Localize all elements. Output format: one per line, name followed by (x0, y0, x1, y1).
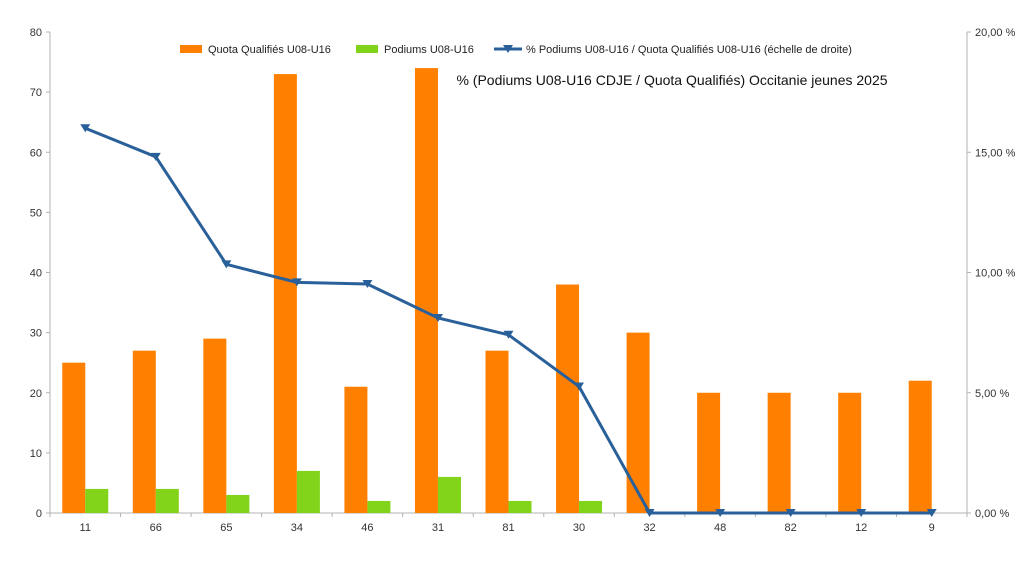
legend-label-quota: Quota Qualifiés U08-U16 (208, 44, 331, 56)
left-tick-label: 60 (30, 147, 42, 159)
x-tick-label: 11 (80, 522, 91, 534)
pct-line-point (432, 313, 443, 322)
podium-bar (296, 470, 320, 513)
bars (62, 68, 932, 514)
podium-bar (437, 476, 461, 513)
pct-line-point (785, 509, 796, 517)
right-tick-label: 0,00 % (975, 508, 1009, 520)
podium-bar (508, 500, 532, 513)
x-tick-label: 66 (150, 522, 162, 534)
pct-line-point (80, 124, 91, 133)
quota-bar (344, 386, 368, 513)
x-tick-label: 65 (220, 522, 232, 534)
legend-swatch-quota (180, 45, 202, 53)
quota-bar (626, 332, 650, 513)
quota-bar (132, 350, 156, 513)
legend-swatch-podiums (356, 45, 378, 53)
left-tick-label: 70 (30, 87, 42, 99)
quota-bar (203, 338, 227, 513)
x-tick-label: 32 (643, 522, 655, 534)
podium-bar (85, 488, 109, 513)
x-tick-label: 81 (502, 522, 514, 534)
x-tick-label: 9 (929, 522, 935, 534)
left-tick-label: 50 (30, 207, 42, 219)
pct-line-point (715, 509, 726, 517)
x-tick-label: 34 (291, 522, 303, 534)
quota-bar (838, 392, 862, 513)
x-tick-label: 46 (361, 522, 373, 534)
x-tick-label: 82 (785, 522, 797, 534)
pct-line-point (221, 260, 232, 269)
right-tick-label: 20,00 % (975, 27, 1016, 39)
quota-bar (273, 74, 297, 514)
left-tick-label: 20 (30, 388, 42, 400)
podium-bar (579, 500, 603, 513)
pct-line-point (856, 509, 867, 517)
x-tick-label: 48 (714, 522, 726, 534)
left-tick-label: 10 (30, 448, 42, 460)
left-tick-label: 0 (36, 508, 42, 520)
x-tick-label: 12 (855, 522, 867, 534)
quota-bar (414, 68, 438, 513)
pct-line-point (150, 152, 161, 161)
pct-line-point (644, 509, 655, 517)
axes: 0 10 20 30 40 50 60 70 80 0,00 % 5,00 % 10,00 % 15,0… (30, 27, 1016, 534)
right-tick-label: 15,00 % (975, 147, 1016, 159)
left-tick-label: 40 (30, 268, 42, 280)
legend-label-podiums: Podiums U08-U16 (384, 44, 474, 56)
legend-label-pct: % Podiums U08-U16 / Quota Qualifiés U08-… (526, 44, 852, 56)
quota-bar (697, 392, 721, 513)
x-tick-label: 31 (432, 522, 444, 534)
quota-bar (485, 350, 509, 513)
pct-line-point (926, 509, 937, 517)
left-tick-label: 30 (30, 328, 42, 340)
legend: Quota Qualifiés U08-U16 Podiums U08-U16 % … (180, 44, 852, 56)
pct-line-point (362, 280, 373, 289)
pct-line-point (503, 330, 514, 339)
right-tick-label: 10,00 % (975, 268, 1016, 280)
pct-line-point (574, 382, 585, 391)
quota-bar (767, 392, 791, 513)
x-tick-label: 30 (573, 522, 585, 534)
pct-line-point (291, 278, 302, 287)
legend-swatch-pct-marker (503, 45, 513, 53)
quota-bar (556, 284, 580, 513)
podium-bar (226, 494, 250, 513)
pct-line-series (80, 124, 937, 517)
right-tick-label: 5,00 % (975, 388, 1009, 400)
podium-bar (367, 500, 391, 513)
quota-bar (908, 380, 932, 513)
chart-title: % (Podiums U08-U16 CDJE / Quota Qualifié… (456, 72, 887, 88)
quota-bar (62, 362, 86, 513)
left-tick-label: 80 (30, 27, 42, 39)
podium-bar (155, 488, 179, 513)
